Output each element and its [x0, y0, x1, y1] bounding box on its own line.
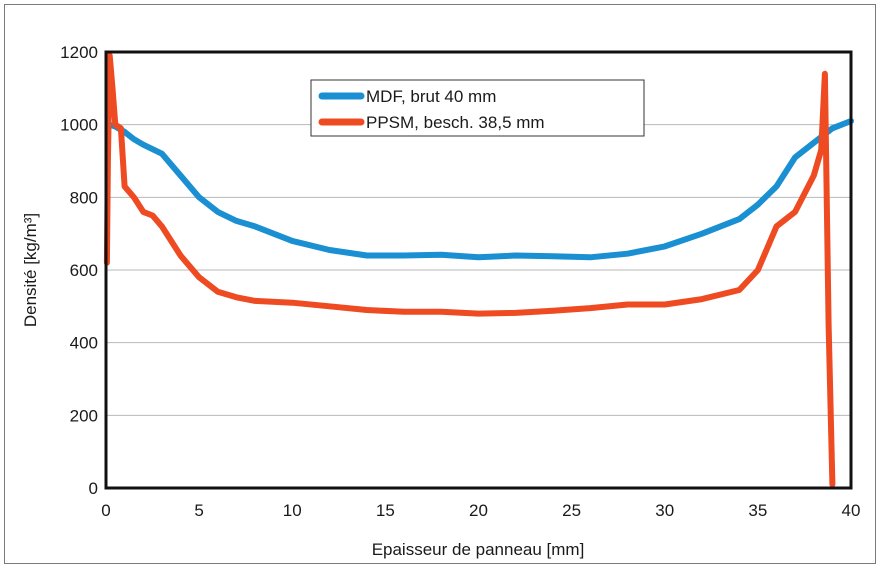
series-line-mdf: [106, 118, 854, 261]
y-tick-label: 0: [89, 479, 98, 498]
y-tick-label: 800: [70, 188, 98, 207]
x-tick-label: 30: [655, 501, 674, 520]
series-line-ppsm: [103, 52, 836, 488]
x-tick-label: 0: [101, 501, 110, 520]
legend-box: [310, 79, 645, 137]
legend-label-mdf: MDF, brut 40 mm: [366, 87, 496, 106]
y-tick-label: 600: [70, 261, 98, 280]
gridlines: [106, 124, 851, 416]
y-tick-label: 1200: [60, 43, 98, 62]
x-tick-label: 40: [842, 501, 861, 520]
x-tick-label: 5: [194, 501, 203, 520]
x-tick-label: 25: [562, 501, 581, 520]
legend-label-ppsm: PPSM, besch. 38,5 mm: [366, 113, 545, 132]
legend: MDF, brut 40 mm PPSM, besch. 38,5 mm: [310, 79, 645, 137]
y-tick-label: 1000: [60, 116, 98, 135]
x-tick-label: 10: [283, 501, 302, 520]
plot-area-border: [104, 50, 853, 490]
y-tick-label: 200: [70, 406, 98, 425]
y-axis-title: Densité [kg/m³]: [21, 213, 40, 327]
x-tick-labels: 0 5 10 15 20 25 30 35 40: [101, 501, 860, 520]
x-axis-title: Epaisseur de panneau [mm]: [372, 540, 585, 559]
series-lines: [103, 52, 854, 488]
x-tick-label: 15: [376, 501, 395, 520]
y-tick-label: 400: [70, 334, 98, 353]
x-tick-label: 35: [748, 501, 767, 520]
y-tick-labels: 0 200 400 600 800 1000 1200: [60, 43, 98, 498]
x-tick-label: 20: [469, 501, 488, 520]
